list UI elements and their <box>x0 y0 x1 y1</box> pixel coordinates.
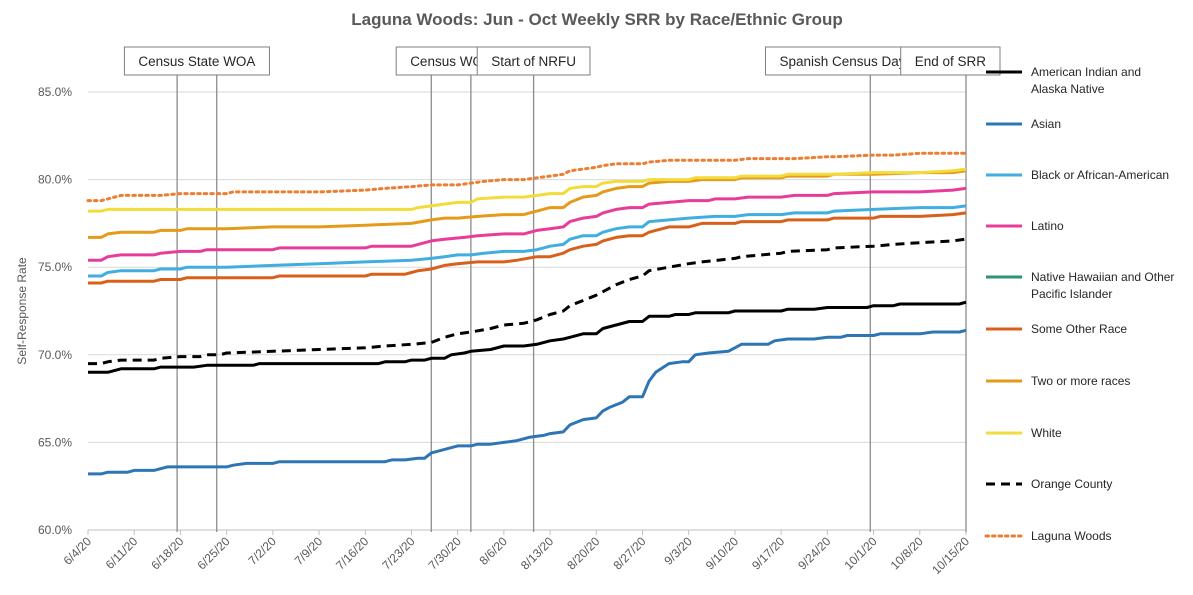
legend-label: Asian <box>1031 117 1061 131</box>
legend-label: Pacific Islander <box>1031 287 1112 301</box>
legend-label: Two or more races <box>1031 374 1130 388</box>
series-line <box>88 328 967 476</box>
legend-label: American Indian and <box>1031 65 1141 79</box>
series-line <box>88 204 967 278</box>
event-annotations: Census State WOA Census WOA Start of NRFU S… <box>123 46 1001 532</box>
series-lines <box>86 151 968 476</box>
series-line <box>88 169 967 239</box>
legend: American Indian and Alaska Native Asian Bla… <box>984 65 1174 543</box>
series-line <box>88 211 967 285</box>
x-tick-label: 7/30/20 <box>426 534 464 572</box>
annotation: Start of NRFU <box>476 46 591 532</box>
y-tick-label: 75.0% <box>38 260 72 274</box>
legend-label: Black or African-American <box>1031 168 1169 182</box>
x-tick-label: 6/25/20 <box>195 534 233 572</box>
y-tick-label: 80.0% <box>38 173 72 187</box>
annotation-box <box>900 46 1001 76</box>
x-tick-label: 6/4/20 <box>61 534 95 568</box>
legend-label: Alaska Native <box>1031 82 1105 96</box>
series-line <box>88 167 967 213</box>
x-tick-label: 8/20/20 <box>564 534 602 572</box>
annotation-label: Census State WOA <box>138 54 255 69</box>
annotation: Spanish Census Day of Action <box>764 46 976 532</box>
annotation-box <box>123 46 270 76</box>
legend-item: Laguna Woods <box>984 529 1112 543</box>
series-line <box>86 151 968 203</box>
annotation-label: Census WOA <box>410 54 492 69</box>
legend-label: Some Other Race <box>1031 322 1127 336</box>
annotation-label: Start of NRFU <box>491 54 576 69</box>
y-axis: 60.0% 65.0% 70.0% 75.0% 80.0% 85.0% <box>38 85 72 537</box>
x-tick-label: 7/16/20 <box>333 534 371 572</box>
x-tick-label: 8/27/20 <box>610 534 648 572</box>
x-tick-label: 9/3/20 <box>661 534 695 568</box>
legend-item: Orange County <box>986 477 1112 491</box>
x-tick-label: 8/6/20 <box>477 534 511 568</box>
x-tick-label: 8/13/20 <box>518 534 556 572</box>
annotation: End of SRR <box>900 46 1001 532</box>
x-tick-label: 7/23/20 <box>379 534 417 572</box>
x-tick-label: 9/17/20 <box>749 534 787 572</box>
annotation: Census State WOA <box>123 46 270 532</box>
x-tick-label: 6/11/20 <box>103 534 141 572</box>
legend-item: American Indian and Alaska Native <box>986 65 1141 96</box>
annotation-box <box>476 46 591 76</box>
legend-item: Asian <box>986 117 1061 131</box>
series-line <box>88 237 967 366</box>
x-tick-label: 7/9/20 <box>292 534 326 568</box>
x-tick-label: 7/2/20 <box>245 534 279 568</box>
y-axis-label: Self-Response Rate <box>15 257 29 365</box>
series-line <box>88 300 967 374</box>
y-tick-label: 60.0% <box>38 523 72 537</box>
x-tick-label: 9/24/20 <box>795 534 833 572</box>
legend-item: Latino <box>986 219 1064 233</box>
series-line <box>88 186 967 262</box>
y-tick-label: 70.0% <box>38 348 72 362</box>
annotation-label: End of SRR <box>915 54 987 69</box>
y-tick-label: 65.0% <box>38 435 72 449</box>
legend-label: White <box>1031 426 1062 440</box>
x-tick-label: 10/1/20 <box>841 534 879 572</box>
x-tick-label: 10/8/20 <box>888 534 926 572</box>
legend-label: Orange County <box>1031 477 1112 491</box>
legend-label: Native Hawaiian and Other <box>1031 270 1174 284</box>
legend-item: White <box>986 426 1062 440</box>
legend-item: Some Other Race <box>986 322 1127 336</box>
legend-item: Native Hawaiian and Other Pacific Islande… <box>986 270 1174 301</box>
legend-item: Two or more races <box>986 374 1130 388</box>
legend-label: Laguna Woods <box>1031 529 1112 543</box>
x-tick-label: 10/15/20 <box>929 534 972 577</box>
x-tick-label: 9/10/20 <box>703 534 741 572</box>
legend-label: Latino <box>1031 219 1064 233</box>
chart-title: Laguna Woods: Jun - Oct Weekly SRR by Ra… <box>351 10 843 29</box>
x-tick-label: 6/18/20 <box>148 534 186 572</box>
legend-item: Black or African-American <box>986 168 1169 182</box>
x-axis: 6/4/20 6/11/20 6/18/20 6/25/20 7/2/20 7/9/20 7… <box>61 530 972 577</box>
y-tick-label: 85.0% <box>38 85 72 99</box>
